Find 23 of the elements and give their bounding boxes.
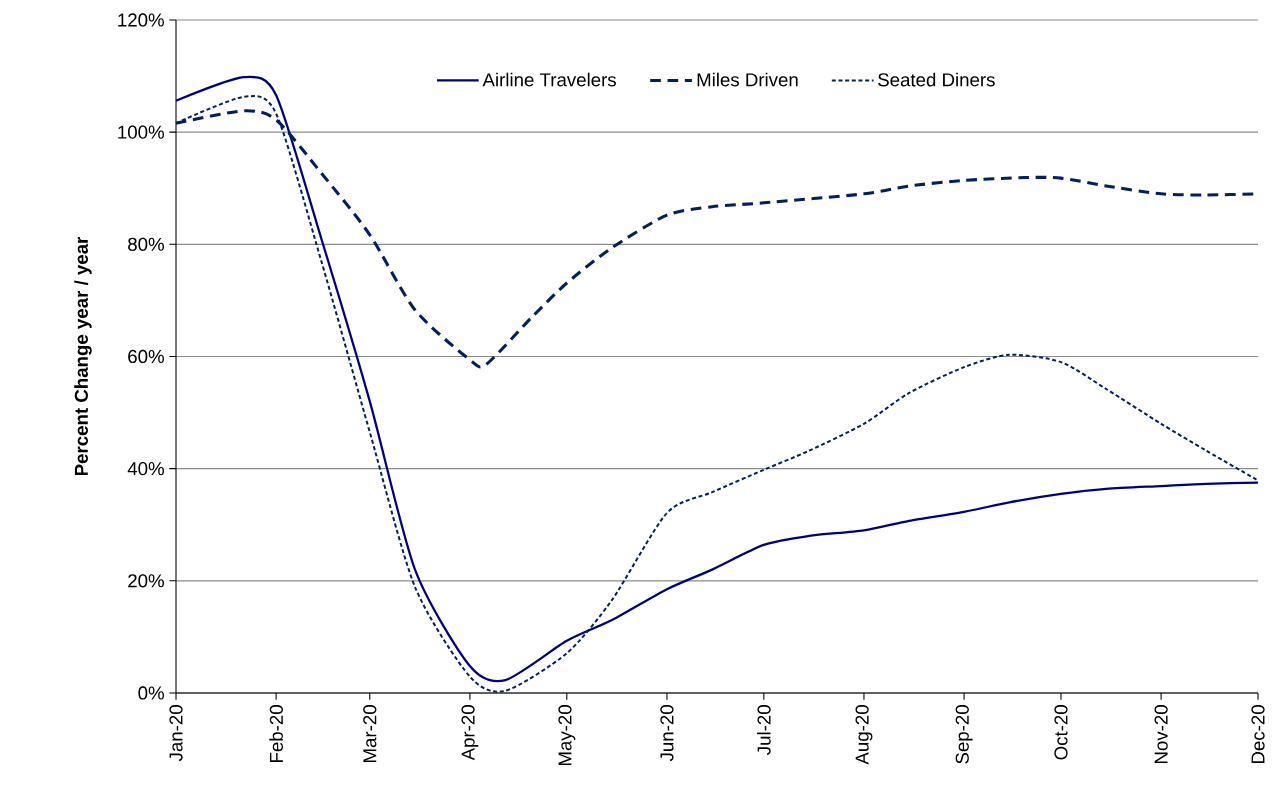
x-tick-label: Jul-20 — [756, 705, 771, 755]
legend-label: Miles Driven — [697, 72, 798, 87]
x-tick-label: Aug-20 — [855, 705, 873, 765]
y-tick-label: 120% — [118, 13, 164, 27]
x-tick-label: Mar-20 — [363, 705, 377, 762]
y-axis-title: Percent Change year / year — [74, 236, 92, 476]
y-tick-label: 40% — [127, 462, 164, 476]
y-tick-label: 80% — [128, 237, 164, 251]
x-tick-label: Sep-20 — [955, 705, 973, 764]
y-tick-label: 100% — [118, 125, 164, 139]
x-tick-label: Oct-20 — [1054, 705, 1068, 760]
legend-label: Seated Diners — [878, 72, 995, 87]
legend-label: Airline Travelers — [482, 72, 616, 87]
x-tick-label: Feb-20 — [269, 705, 283, 762]
x-tick-label: Jun-20 — [660, 705, 674, 762]
x-tick-label: Apr-20 — [461, 705, 479, 761]
y-tick-label: 20% — [128, 574, 164, 588]
y-tick-label: 60% — [128, 349, 164, 364]
x-tick-label: Dec-20 — [1251, 705, 1265, 764]
y-tick-label: 0% — [138, 686, 164, 700]
x-tick-label: Jan-20 — [169, 705, 183, 762]
x-tick-label: May-20 — [558, 705, 576, 766]
x-tick-label: Nov-20 — [1154, 705, 1168, 764]
